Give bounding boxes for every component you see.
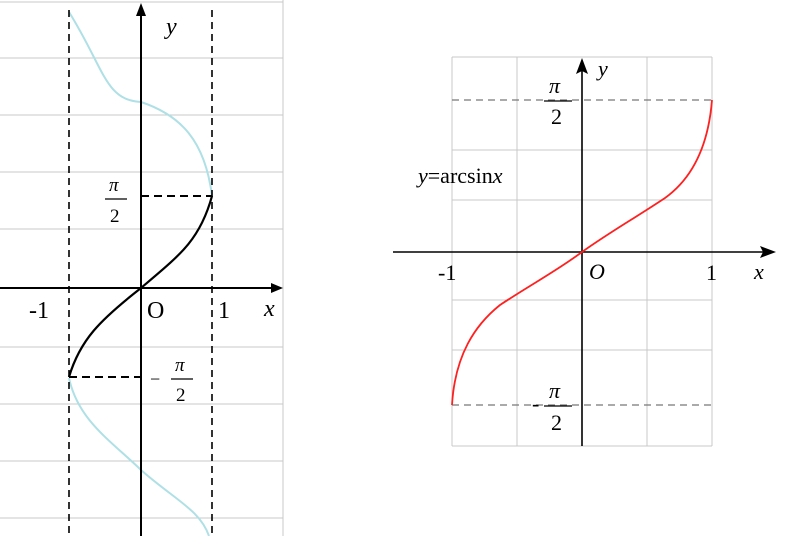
svg-text:π: π xyxy=(175,355,185,376)
left-tick-label-neg1: -1 xyxy=(29,298,49,324)
left-y-axis-label: y xyxy=(164,14,177,40)
right-function-label: y=arcsinx xyxy=(416,163,503,188)
svg-text:−: − xyxy=(150,369,160,389)
left-panel: y x O -1 1 π 2 − π 2 xyxy=(0,0,284,536)
right-x-axis-arrow xyxy=(760,246,776,258)
right-y-axis-arrow xyxy=(576,58,588,74)
left-pi-over-2-label: π 2 xyxy=(105,175,127,227)
right-tick-label-neg1: -1 xyxy=(438,260,456,285)
left-y-axis-arrow xyxy=(136,3,146,16)
right-origin-label: O xyxy=(589,259,605,284)
svg-text:π: π xyxy=(109,175,119,196)
right-neg-pi-over-2-label: - π 2 xyxy=(532,378,572,435)
right-tick-label-1: 1 xyxy=(706,260,717,285)
left-x-axis-label: x xyxy=(263,296,275,322)
left-origin-label: O xyxy=(147,298,164,324)
left-neg-pi-over-2-label: − π 2 xyxy=(150,355,193,406)
svg-text:2: 2 xyxy=(176,385,186,406)
svg-text:2: 2 xyxy=(551,410,562,435)
right-pi-over-2-label: π 2 xyxy=(544,73,572,129)
left-arcsin-curve xyxy=(67,195,214,378)
right-panel: y x O -1 1 y=arcsinx π 2 - π 2 xyxy=(393,56,776,447)
svg-text:π: π xyxy=(549,73,561,98)
svg-text:2: 2 xyxy=(110,206,120,227)
svg-text:π: π xyxy=(549,378,561,403)
right-arcsin-curve xyxy=(451,99,713,406)
right-x-axis-label: x xyxy=(753,259,764,284)
svg-text:-: - xyxy=(532,391,539,416)
svg-text:2: 2 xyxy=(551,104,562,129)
left-tick-label-1: 1 xyxy=(218,298,230,324)
left-x-axis-arrow xyxy=(271,283,283,293)
right-y-axis-label: y xyxy=(596,56,608,81)
